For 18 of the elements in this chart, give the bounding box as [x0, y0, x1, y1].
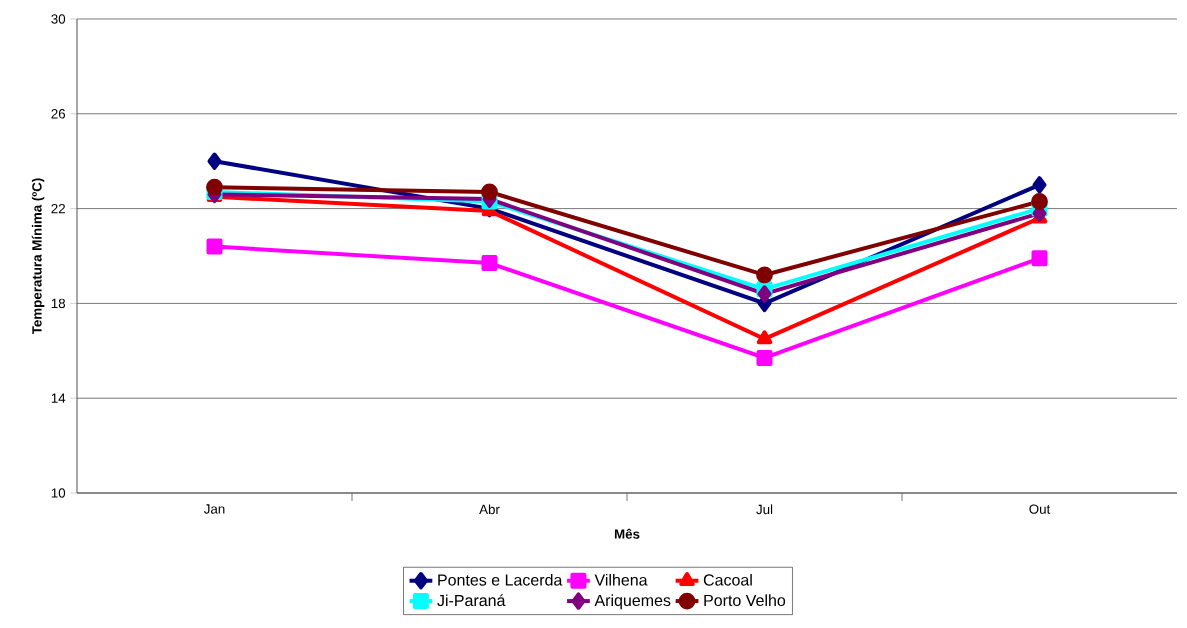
legend-label: Cacoal [703, 573, 752, 586]
legend-label: Ji-Paraná [437, 594, 506, 607]
y-tick-label: 14 [51, 393, 66, 403]
legend-label: Porto Velho [704, 594, 786, 607]
y-tick-label: 10 [51, 488, 66, 498]
legend-label: Ariquemes [594, 594, 671, 610]
y-tick-label: 18 [51, 298, 66, 309]
legend-label: Pontes e Lacerda [438, 573, 563, 586]
y-tick-label: 30 [51, 14, 66, 24]
x-tick-label: Jan [203, 504, 225, 514]
y-tick-label: 26 [51, 109, 66, 119]
x-tick-label: Jul [756, 504, 773, 515]
x-axis-title: Mês [614, 528, 640, 539]
x-tick-label: Out [1029, 504, 1051, 514]
y-tick-label: 22 [51, 203, 65, 214]
y-axis-title: Temperatura Mínima (ºC) [31, 178, 45, 335]
x-tick-label: Abr [479, 504, 500, 515]
legend-label: Vilhena [594, 573, 648, 586]
